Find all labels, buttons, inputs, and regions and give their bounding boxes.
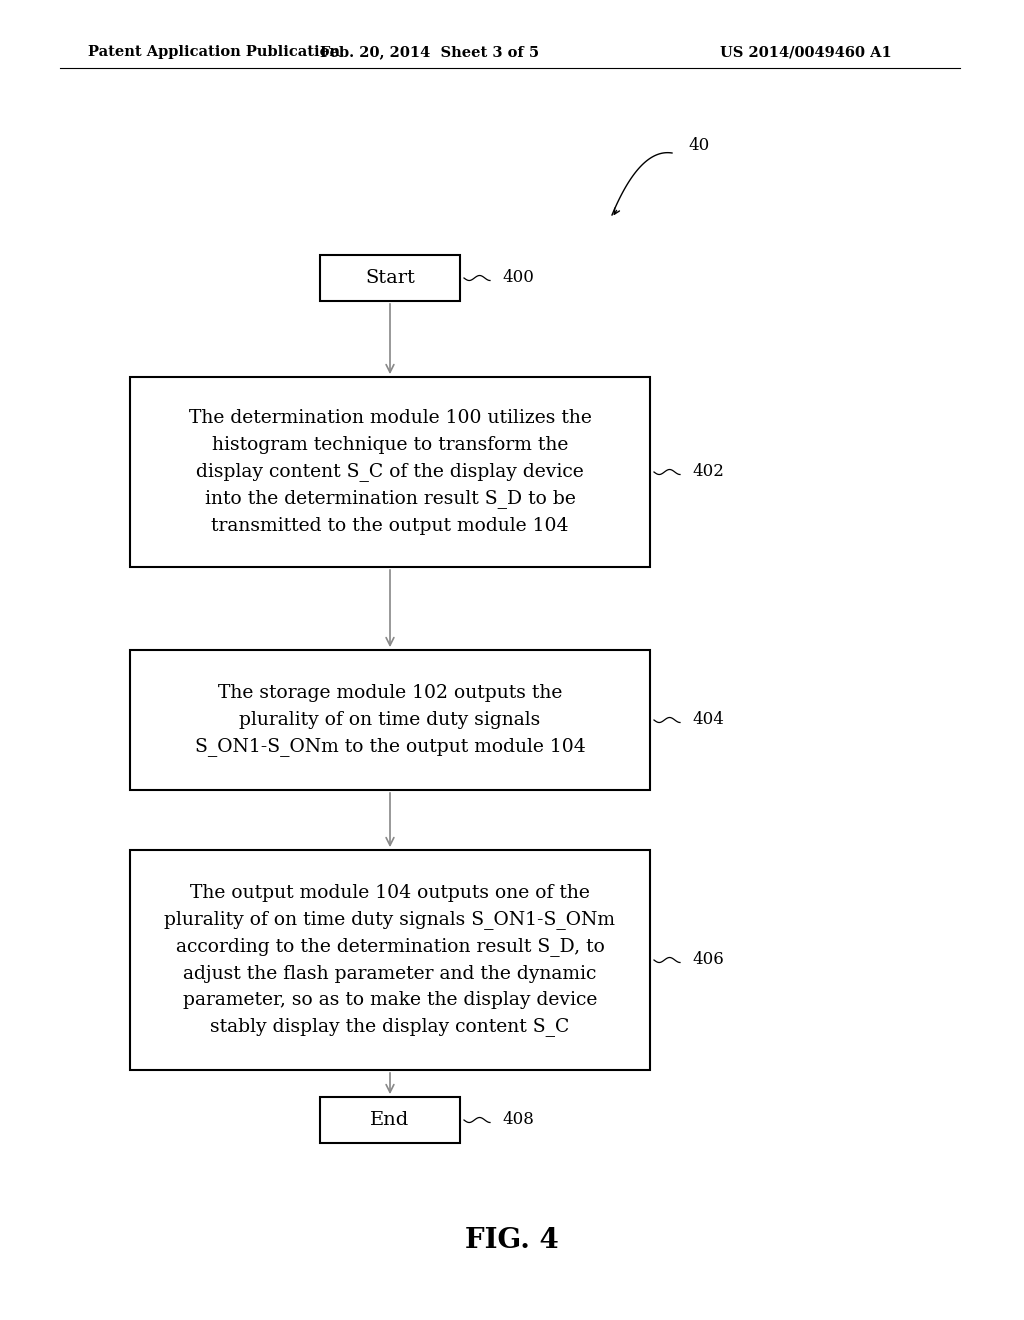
Text: 404: 404 [692, 711, 724, 729]
FancyBboxPatch shape [319, 255, 460, 301]
Text: The storage module 102 outputs the
plurality of on time duty signals
S_ON1-S_ONm: The storage module 102 outputs the plura… [195, 684, 586, 756]
Bar [130, 378, 650, 568]
Text: Patent Application Publication: Patent Application Publication [88, 45, 340, 59]
Text: Start: Start [366, 269, 415, 286]
Text: FIG. 4: FIG. 4 [465, 1226, 559, 1254]
Text: End: End [371, 1111, 410, 1129]
Text: The output module 104 outputs one of the
plurality of on time duty signals S_ON1: The output module 104 outputs one of the… [165, 883, 615, 1036]
Text: 400: 400 [502, 269, 534, 286]
Text: 408: 408 [502, 1111, 534, 1129]
Text: 40: 40 [688, 136, 710, 153]
FancyBboxPatch shape [319, 1097, 460, 1143]
Text: Feb. 20, 2014  Sheet 3 of 5: Feb. 20, 2014 Sheet 3 of 5 [321, 45, 540, 59]
Text: 402: 402 [692, 463, 724, 480]
Text: The determination module 100 utilizes the
histogram technique to transform the
d: The determination module 100 utilizes th… [188, 409, 592, 535]
Text: 406: 406 [692, 952, 724, 969]
Text: US 2014/0049460 A1: US 2014/0049460 A1 [720, 45, 892, 59]
Bar [130, 649, 650, 789]
Bar [130, 850, 650, 1071]
